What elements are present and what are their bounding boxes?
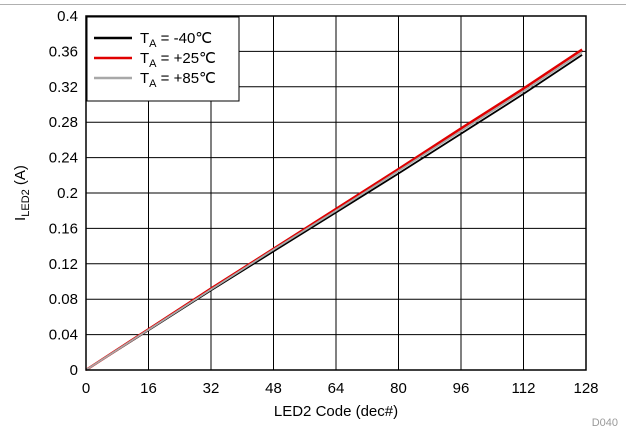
x-tick-label: 112 (512, 380, 536, 397)
y-tick-label: 0.24 (49, 150, 78, 167)
y-tick-label: 0 (70, 362, 78, 379)
x-tick-label: 64 (328, 380, 345, 397)
legend-label: TA = +25℃ (140, 50, 216, 70)
series-line (85, 51, 583, 371)
y-tick-label: 0.16 (49, 220, 78, 237)
y-axis-title-unit: (A) (12, 165, 29, 189)
x-axis-title: LED2 Code (dec#) (274, 403, 398, 420)
y-axis-title: ILED2 (A) (12, 165, 32, 221)
y-tick-label: 0.4 (57, 8, 78, 25)
series-lines (85, 48, 583, 372)
y-tick-labels: 0 0.04 0.08 0.12 0.16 0.2 0.24 0.28 0.32 0.36 0.4 (49, 8, 78, 379)
top-rule (0, 4, 626, 5)
x-tick-label: 96 (453, 380, 470, 397)
y-tick-label: 0.28 (49, 114, 78, 131)
y-tick-label: 0.36 (49, 43, 78, 60)
x-tick-label: 0 (82, 380, 90, 397)
y-tick-label: 0.04 (49, 327, 78, 344)
y-tick-label: 0.2 (57, 185, 78, 202)
figure-code: D040 (592, 417, 618, 429)
plot-frame (85, 15, 587, 371)
legend-label: TA = +85℃ (140, 70, 216, 90)
x-tick-label: 80 (390, 380, 407, 397)
x-tick-label: 128 (573, 380, 598, 397)
y-tick-label: 0.12 (49, 256, 78, 273)
y-axis-title-sub: LED2 (20, 189, 32, 217)
x-tick-label: 16 (140, 380, 157, 397)
x-tick-label: 48 (265, 380, 282, 397)
legend-label: TA = -40℃ (140, 30, 212, 50)
x-tick-label: 32 (203, 380, 220, 397)
legend: TA = -40℃TA = +25℃TA = +85℃ (86, 16, 240, 102)
y-tick-label: 0.32 (49, 79, 78, 96)
y-axis-title-main: I (12, 217, 29, 221)
x-tick-labels: 0 16 32 48 64 80 96 112 128 (82, 380, 599, 397)
y-tick-label: 0.08 (49, 291, 78, 308)
